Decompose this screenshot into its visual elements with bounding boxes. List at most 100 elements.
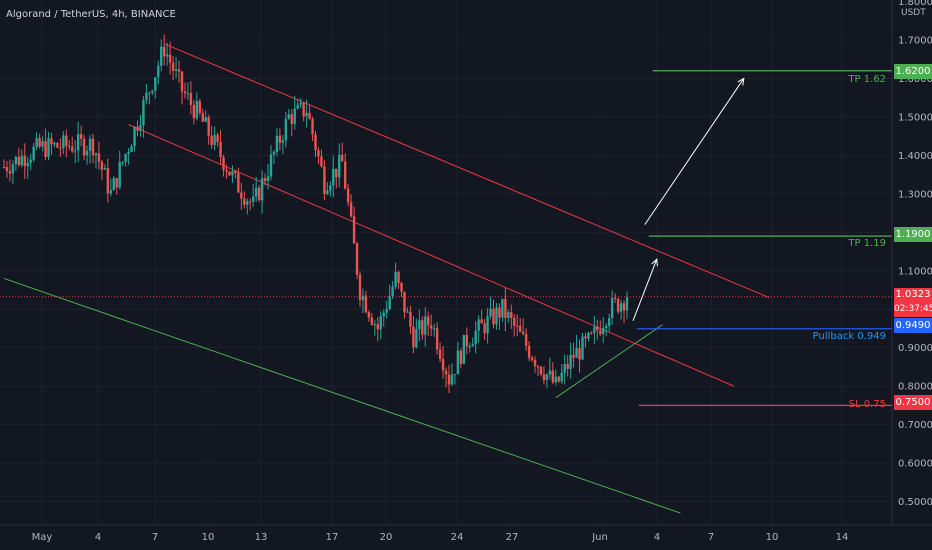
candle-body [260,178,264,201]
candle-body [124,154,127,162]
candle-body [435,328,439,350]
candle-body [222,156,225,171]
candle-body [569,354,572,369]
candle-body [450,374,454,385]
candle-body [127,151,130,155]
candle-body [622,303,626,311]
candle-body [352,216,356,244]
target-arrow-head [651,258,658,267]
candle-body [394,271,397,287]
candle-body [563,364,566,373]
candle-body [130,146,133,152]
candle-body [20,155,23,166]
candle-body [326,190,329,194]
time-tick-label: May [32,532,53,543]
candle-body [373,324,377,326]
candle-body [605,325,608,328]
rising-support-trendline [555,324,663,399]
candle-body [44,141,47,157]
candle-body [204,117,207,122]
candle-body [513,317,516,326]
candle-body [174,69,178,71]
candle-body [619,303,623,312]
time-tick-label: 4 [654,532,660,543]
candle-body [148,92,151,94]
candle-body [254,187,258,197]
candle-body [602,327,605,334]
support-trendline [3,277,681,514]
candle-body [415,328,418,348]
candle-body [406,311,409,313]
candle-body [2,166,6,168]
candle-body [118,162,121,188]
candle-body [489,308,492,317]
candle-body [524,333,528,346]
candle-body [56,143,59,148]
time-axis[interactable]: May 4 7 10 13 17 20 24 27 Jun 4 7 10 14 [0,524,932,543]
channel-lower-trendline [128,124,734,387]
candle-body [358,274,362,301]
candle-body [587,332,590,339]
tp1-label: TP 1.62 [847,74,886,85]
candle-body [231,171,234,176]
candle-body [249,201,252,203]
candle-body [477,319,480,331]
candle-body [216,134,219,142]
candle-body [121,161,124,163]
price-tick-label: 1.4000 [898,151,932,162]
candle-body [284,118,288,141]
candle-body [424,316,427,335]
candle-body [382,312,385,317]
symbol-header[interactable]: Algorand / TetherUS, 4h, BINANCE [6,9,176,20]
candle-body [68,145,71,147]
time-tick-label: 7 [152,532,158,543]
candle-body [593,326,596,334]
candle-body [430,325,433,329]
candle-body [400,282,403,292]
candle-body [507,312,510,318]
candle-body [79,134,83,139]
candle-body [551,370,555,383]
price-tick-label: 0.6000 [898,459,932,470]
candle-body [625,296,629,311]
candle-body [88,138,92,151]
candle-body [266,176,270,182]
time-tick-label: 27 [506,532,519,543]
candlestick-series [2,34,629,393]
candle-body [581,336,584,360]
price-unit-label: USDT [901,8,926,18]
candle-body [548,370,552,375]
candle-body [263,178,267,182]
time-tick-label: 10 [202,532,215,543]
candle-body [610,297,614,318]
candle-body [50,138,53,145]
tp2-label: TP 1.19 [847,238,886,249]
candle-body [5,167,9,172]
candle-body [177,69,181,72]
price-tick-label: 0.5000 [898,497,932,508]
candle-body [575,348,578,358]
candle-body [560,372,563,382]
time-tick-label: 14 [836,532,849,543]
candle-body [296,104,299,109]
candle-body [38,138,41,147]
candle-body [418,320,421,329]
candle-body [536,366,540,368]
candle-body [572,354,575,358]
candle-body [142,100,145,126]
candle-body [26,162,29,167]
candle-body [409,311,412,327]
candle-body [323,166,326,194]
candle-body [444,370,448,375]
candle-body [335,168,338,178]
candle-body [474,330,477,345]
price-tick-label: 1.3000 [898,189,932,200]
candle-body [590,332,593,334]
candle-body [492,308,495,325]
candle-body [17,156,21,166]
candle-body [314,134,317,151]
candle-body [74,150,77,152]
candle-body [201,112,204,122]
candle-body [189,93,193,105]
